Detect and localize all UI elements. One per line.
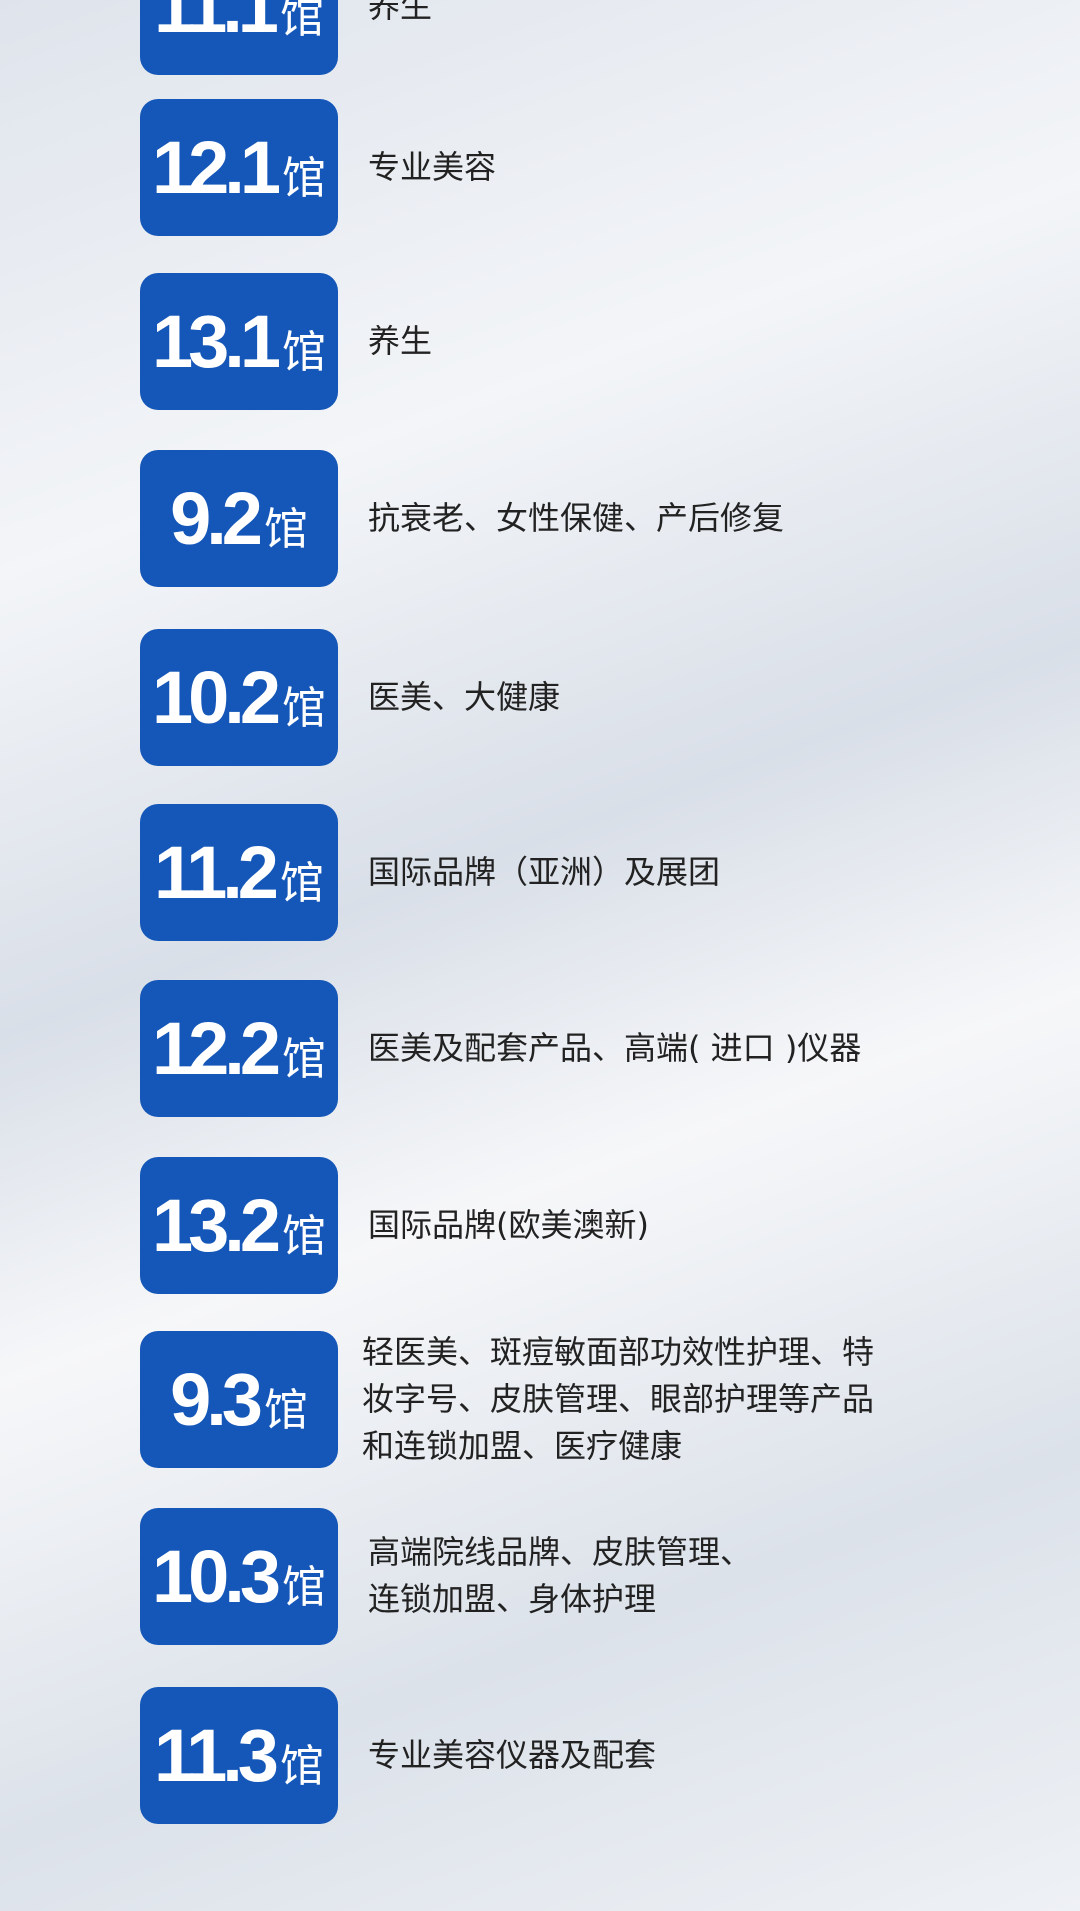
- hall-suffix: 馆: [282, 327, 327, 378]
- hall-description: 养生: [368, 0, 432, 30]
- hall-suffix: 馆: [282, 1562, 327, 1613]
- hall-number: 12.1: [151, 126, 281, 209]
- hall-description: 抗衰老、女性保健、产后修复: [368, 495, 784, 542]
- description-line: 养生: [368, 321, 433, 360]
- hall-description: 医美、大健康: [368, 674, 560, 721]
- hall-number: 11.3: [154, 1714, 279, 1797]
- description-line: 轻医美、斑痘敏面部功效性护理、特: [362, 1332, 875, 1371]
- description-line: 养生: [368, 0, 433, 25]
- hall-suffix: 馆: [282, 683, 327, 734]
- description-line: 医美、大健康: [368, 677, 561, 716]
- description-line: 和连锁加盟、医疗健康: [362, 1426, 683, 1465]
- hall-badge: 9.2 馆: [140, 450, 338, 587]
- hall-suffix: 馆: [279, 1741, 324, 1792]
- hall-suffix: 馆: [279, 0, 324, 43]
- description-line: 医美及配套产品、高端( 进口 )仪器: [368, 1028, 862, 1067]
- hall-badge: 11.3 馆: [140, 1687, 338, 1824]
- hall-badge: 11.2 馆: [140, 804, 338, 941]
- hall-suffix: 馆: [279, 858, 324, 909]
- hall-number: 11.2: [154, 831, 279, 914]
- hall-description: 国际品牌（亚洲）及展团: [368, 849, 720, 896]
- hall-description: 轻医美、斑痘敏面部功效性护理、特 妆字号、皮肤管理、眼部护理等产品 和连锁加盟、医疗…: [362, 1329, 874, 1470]
- hall-number: 13.2: [151, 1184, 281, 1267]
- description-line: 抗衰老、女性保健、产后修复: [368, 498, 785, 537]
- hall-description: 国际品牌(欧美澳新): [368, 1202, 649, 1249]
- hall-badge: 9.3 馆: [140, 1331, 338, 1468]
- description-line: 连锁加盟、身体护理: [368, 1580, 657, 1618]
- hall-description: 高端院线品牌、皮肤管理、 连锁加盟、身体护理: [368, 1529, 752, 1623]
- description-line: 高端院线品牌、皮肤管理、: [368, 1533, 753, 1571]
- hall-number: 12.2: [151, 1007, 281, 1090]
- hall-suffix: 馆: [282, 1211, 327, 1262]
- hall-badge: 13.1 馆: [140, 273, 338, 410]
- hall-number: 9.3: [170, 1358, 263, 1441]
- description-line: 国际品牌（亚洲）及展团: [368, 852, 721, 891]
- hall-description: 专业美容仪器及配套: [368, 1732, 656, 1779]
- hall-badge: 12.1 馆: [140, 99, 338, 236]
- hall-number: 10.2: [151, 656, 281, 739]
- hall-description: 养生: [368, 318, 432, 365]
- hall-number: 11.1: [154, 0, 279, 48]
- hall-badge: 13.2 馆: [140, 1157, 338, 1294]
- hall-number: 10.3: [151, 1535, 281, 1618]
- description-line: 专业美容: [368, 147, 497, 186]
- hall-badge: 11.1 馆: [140, 0, 338, 75]
- hall-badge: 10.2 馆: [140, 629, 338, 766]
- hall-description: 医美及配套产品、高端( 进口 )仪器: [368, 1025, 861, 1072]
- hall-suffix: 馆: [263, 1385, 308, 1436]
- description-line: 妆字号、皮肤管理、眼部护理等产品: [362, 1379, 875, 1418]
- hall-badge: 12.2 馆: [140, 980, 338, 1117]
- description-line: 专业美容仪器及配套: [368, 1735, 657, 1774]
- hall-suffix: 馆: [282, 153, 327, 204]
- hall-suffix: 馆: [282, 1034, 327, 1085]
- hall-number: 9.2: [170, 477, 263, 560]
- description-line: 国际品牌(欧美澳新): [368, 1205, 649, 1244]
- hall-suffix: 馆: [263, 504, 308, 555]
- hall-number: 13.1: [151, 300, 281, 383]
- hall-description: 专业美容: [368, 144, 496, 191]
- hall-badge: 10.3 馆: [140, 1508, 338, 1645]
